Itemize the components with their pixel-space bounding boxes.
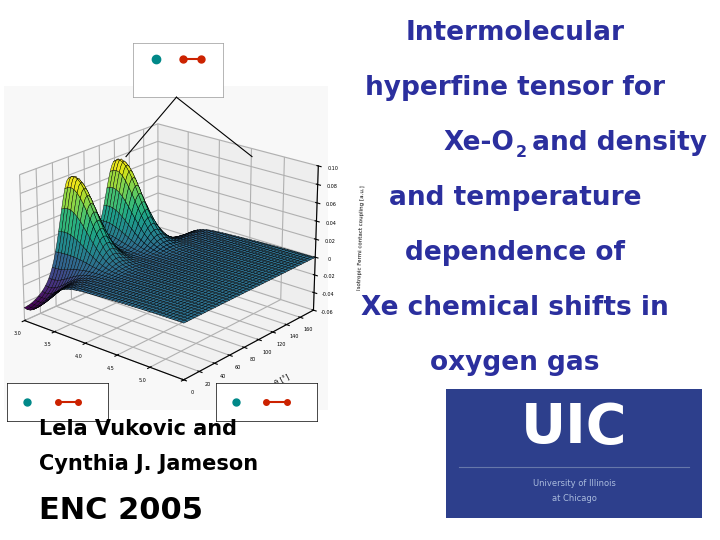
- Text: Intermolecular: Intermolecular: [405, 20, 624, 46]
- Text: Lela Vukovic and: Lela Vukovic and: [39, 419, 237, 440]
- Text: 2: 2: [516, 145, 526, 160]
- Text: hyperfine tensor for: hyperfine tensor for: [365, 75, 665, 101]
- Y-axis label: θ [°]: θ [°]: [273, 374, 290, 387]
- Text: and density: and density: [523, 130, 707, 156]
- X-axis label: r [Å]: r [Å]: [67, 382, 84, 395]
- Text: dependence of: dependence of: [405, 240, 625, 266]
- Text: and temperature: and temperature: [389, 185, 641, 211]
- Text: Xe chemical shifts in: Xe chemical shifts in: [361, 295, 669, 321]
- Text: University of Illinois: University of Illinois: [533, 479, 616, 488]
- Text: ENC 2005: ENC 2005: [39, 496, 203, 525]
- Text: at Chicago: at Chicago: [552, 495, 597, 503]
- Text: Xe-O: Xe-O: [444, 130, 515, 156]
- Text: oxygen gas: oxygen gas: [430, 350, 600, 376]
- Text: UIC: UIC: [521, 401, 627, 455]
- Text: Cynthia J. Jameson: Cynthia J. Jameson: [39, 454, 258, 475]
